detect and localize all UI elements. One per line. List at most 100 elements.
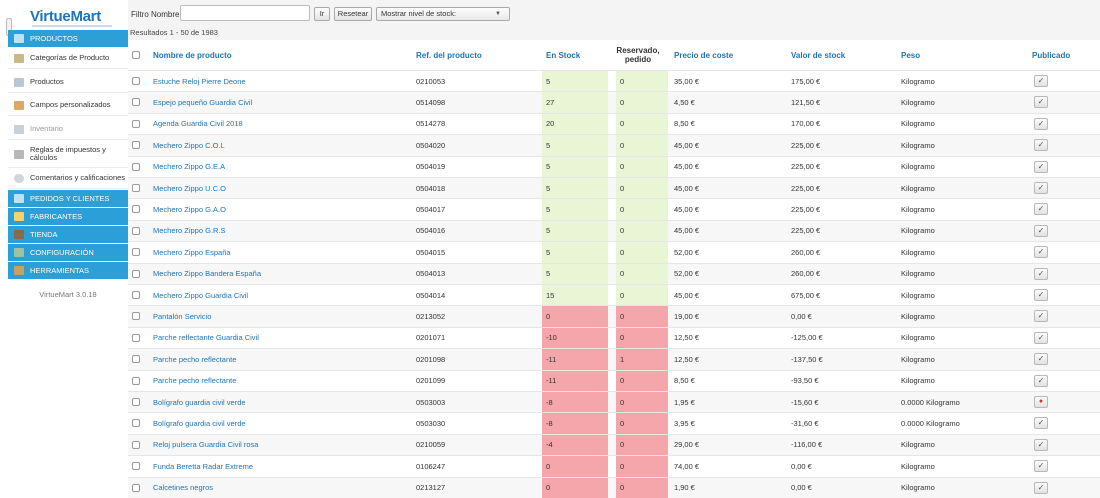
row-checkbox[interactable] [132, 226, 140, 235]
row-checkbox[interactable] [132, 483, 140, 492]
published-toggle[interactable]: ✓ [1034, 417, 1048, 430]
published-toggle[interactable]: ✓ [1034, 374, 1048, 387]
sidebar-item-categories[interactable]: Categorías de Producto [8, 47, 128, 69]
published-toggle[interactable]: ✓ [1034, 203, 1048, 216]
product-name-link[interactable]: Mechero Zippo Bandera España [153, 269, 261, 279]
product-name-link[interactable]: Parche pecho reflectante [153, 354, 237, 364]
row-checkbox[interactable] [132, 291, 140, 299]
row-checkbox[interactable] [132, 141, 140, 150]
filter-name-input[interactable] [180, 5, 310, 21]
header-sku[interactable]: Ref. del producto [416, 50, 482, 60]
row-checkbox[interactable] [132, 77, 140, 85]
reset-button[interactable]: Resetear [334, 7, 372, 21]
row-checkbox[interactable] [132, 184, 140, 192]
section-manufacturers[interactable]: FABRICANTES [8, 208, 128, 225]
row-checkbox[interactable] [132, 269, 140, 278]
row-checkbox[interactable] [132, 162, 140, 171]
row-checkbox[interactable] [132, 119, 140, 128]
published-toggle[interactable]: ✓ [1034, 331, 1048, 344]
product-name-link[interactable]: Pantalón Servicio [153, 312, 212, 322]
product-name-link[interactable]: Funda Beretta Radar Extreme [153, 461, 254, 471]
product-name-link[interactable]: Bolígrafo guardia civil verde [153, 397, 246, 407]
published-toggle[interactable]: ● [1034, 396, 1048, 408]
product-name-link[interactable]: Mechero Zippo C.O.L [153, 140, 225, 150]
row-checkbox[interactable] [132, 440, 140, 449]
published-toggle[interactable]: ✓ [1034, 117, 1048, 130]
published-toggle[interactable]: ✓ [1034, 75, 1048, 87]
sidebar-item-comments[interactable]: Comentarios y calificaciones [8, 167, 128, 189]
row-checkbox[interactable] [132, 248, 140, 257]
sidebar-item-custom-fields[interactable]: Campos personalizados [8, 94, 128, 116]
row-checkbox[interactable] [132, 312, 140, 321]
published-toggle[interactable]: ✓ [1034, 96, 1048, 109]
product-name-link[interactable]: Espejo pequeño Guardia Civil [153, 98, 253, 108]
product-name-link[interactable]: Mechero Zippo U.C.O [153, 183, 226, 193]
published-toggle[interactable]: ✓ [1034, 460, 1048, 473]
section-productos[interactable]: PRODUCTOS [8, 30, 128, 47]
header-stock[interactable]: En Stock [546, 50, 581, 60]
section-orders[interactable]: PEDIDOS Y CLIENTES [8, 190, 128, 207]
product-name-link[interactable]: Mechero Zippo G.E.A [153, 162, 226, 172]
product-name-link[interactable]: Parche reflectante Guardia Civil [153, 333, 259, 343]
filter-label: Filtro Nombre: [131, 10, 182, 19]
category-icon [14, 54, 24, 63]
product-name-link[interactable]: Mechero Zippo G.R.S [153, 226, 226, 236]
published-toggle[interactable]: ✓ [1034, 481, 1048, 494]
sidebar-item-inventory[interactable]: Inventario [8, 118, 128, 140]
section-configuration[interactable]: CONFIGURACIÓN [8, 244, 128, 261]
header-weight[interactable]: Peso [901, 50, 921, 60]
table-row: Mechero Zippo España 0504015 5 0 52,00 € 260,… [128, 241, 1100, 263]
header-name[interactable]: Nombre de producto [153, 50, 232, 60]
published-toggle[interactable]: ✓ [1034, 224, 1048, 237]
table-row: Parche reflectante Guardia Civil 0201071 -… [128, 326, 1100, 349]
published-toggle[interactable]: ✓ [1034, 289, 1048, 301]
check-icon: ✓ [1037, 204, 1045, 214]
section-tools[interactable]: HERRAMIENTAS [8, 262, 128, 279]
row-checkbox[interactable] [132, 419, 140, 428]
row-checkbox[interactable] [132, 376, 140, 385]
row-checkbox[interactable] [132, 333, 140, 342]
check-icon: ✓ [1037, 332, 1045, 342]
stock-level-select[interactable]: Mostrar nivel de stock: ▼ [376, 7, 510, 21]
row-checkbox[interactable] [132, 98, 140, 107]
published-toggle[interactable]: ✓ [1034, 246, 1048, 259]
sidebar-item-label: Comentarios y calificaciones [30, 172, 126, 182]
product-name-link[interactable]: Agenda Guardia Civil 2018 [153, 119, 243, 129]
row-checkbox[interactable] [132, 398, 140, 406]
header-published[interactable]: Publicado [1032, 50, 1071, 60]
sidebar-item-products[interactable]: Productos [8, 71, 128, 93]
table-row: Calcetines negros 0213127 0 0 1,90 € 0,00 € Ki… [128, 476, 1100, 498]
section-store[interactable]: TIENDA [8, 226, 128, 243]
row-checkbox[interactable] [132, 205, 140, 214]
product-name-link[interactable]: Parche pecho reflectante [153, 376, 237, 386]
product-name-link[interactable]: Bolígrafo guardia civil verde [153, 419, 246, 429]
product-name-link[interactable]: Mechero Zippo G.A.O [153, 205, 226, 215]
product-name-link[interactable]: Calcetines negros [153, 483, 214, 493]
product-sku: 0504020 [416, 140, 446, 150]
product-name-link[interactable]: Reloj pulsera Guardia Civil rosa [153, 440, 259, 450]
header-stock-value[interactable]: Valor de stock [791, 50, 846, 60]
row-checkbox[interactable] [132, 462, 140, 471]
product-name-link[interactable]: Mechero Zippo España [153, 247, 231, 257]
published-toggle[interactable]: ✓ [1034, 438, 1048, 451]
header-cost[interactable]: Precio de coste [674, 50, 734, 60]
select-all-checkbox[interactable] [132, 51, 140, 59]
product-sku: 0201071 [416, 333, 446, 343]
published-toggle[interactable]: ✓ [1034, 310, 1048, 323]
published-toggle[interactable]: ✓ [1034, 160, 1048, 173]
published-toggle[interactable]: ✓ [1034, 353, 1048, 366]
cost-cell: 12,50 € [674, 354, 700, 364]
product-sku: 0504017 [416, 205, 446, 215]
published-toggle[interactable]: ✓ [1034, 182, 1048, 194]
go-button[interactable]: Ir [314, 7, 330, 21]
virtuemart-logo[interactable]: VirtueMart [10, 4, 120, 30]
product-sku: 0210053 [416, 76, 446, 86]
row-checkbox[interactable] [132, 355, 140, 364]
product-name-link[interactable]: Estuche Reloj Pierre Deone [153, 76, 246, 86]
published-toggle[interactable]: ✓ [1034, 267, 1048, 280]
sidebar-item-tax-rules[interactable]: Reglas de impuestos y cálculos [8, 141, 128, 168]
stock-value-cell: 121,50 € [791, 98, 821, 108]
published-toggle[interactable]: ✓ [1034, 139, 1048, 152]
product-name-link[interactable]: Mechero Zippo Guardia Civil [153, 290, 249, 300]
product-sku: 0514278 [416, 119, 446, 129]
